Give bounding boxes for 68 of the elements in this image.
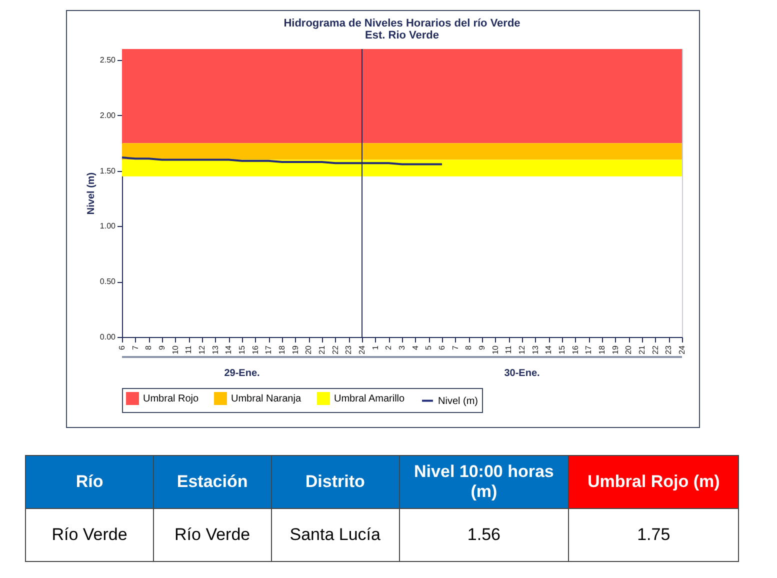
legend-label: Umbral Amarillo xyxy=(334,394,406,405)
x-tick-label: 20 xyxy=(624,344,634,354)
legend-label: Nivel (m) xyxy=(438,396,478,407)
x-tick-label: 24 xyxy=(358,344,366,354)
x-tick-label: 13 xyxy=(530,344,540,354)
x-tick-label: 22 xyxy=(650,344,660,354)
x-tick-label: 6 xyxy=(118,344,126,350)
text: Río Verde xyxy=(154,508,272,562)
x-tick-label: 8 xyxy=(144,344,154,350)
x-tick-label: 6 xyxy=(438,344,446,350)
x-tick-label: 8 xyxy=(464,344,474,350)
x-tick-label: 9 xyxy=(478,344,486,350)
y-tick-label: 0.00 xyxy=(100,332,116,342)
x-tick-label: 23 xyxy=(344,344,354,354)
text: 1.56 xyxy=(399,508,569,562)
x-tick-label: 10 xyxy=(170,344,180,354)
text: 29-Ene. xyxy=(224,368,260,379)
x-tick-label: 14 xyxy=(224,344,234,354)
y-tick-label: 1.00 xyxy=(100,222,116,231)
y-tick-label: 0.50 xyxy=(100,277,116,286)
x-tick-label: 9 xyxy=(158,344,166,350)
x-tick-label: 7 xyxy=(450,344,460,350)
x-tick-label: 18 xyxy=(278,344,286,354)
text: Estación xyxy=(154,456,272,508)
x-tick-label: 7 xyxy=(130,344,140,350)
x-tick-label: 4 xyxy=(410,344,420,350)
x-tick-label: 21 xyxy=(638,344,646,354)
x-tick-label: 10 xyxy=(490,344,500,354)
x-tick-label: 16 xyxy=(570,344,580,354)
x-tick-label: 12 xyxy=(518,344,526,354)
y-tick-label: 2.00 xyxy=(100,110,116,120)
x-tick-label: 19 xyxy=(610,344,620,354)
chart-subtitle: Est. Rio Verde xyxy=(365,30,439,42)
x-tick-label: 18 xyxy=(598,344,606,354)
x-tick-label: 17 xyxy=(584,344,594,354)
x-tick-label: 23 xyxy=(664,344,674,354)
x-tick-label: 3 xyxy=(398,344,406,350)
text: Distrito xyxy=(271,456,400,508)
text: Nivel 10:00 horas (m) xyxy=(399,456,569,508)
x-tick-label: 14 xyxy=(544,344,554,354)
legend-label: Umbral Naranja xyxy=(231,394,302,405)
text: Río Verde xyxy=(26,508,154,562)
x-tick-label: 15 xyxy=(238,344,246,354)
x-tick-label: 17 xyxy=(264,344,274,354)
x-tick-label: 21 xyxy=(318,344,326,354)
text: Río xyxy=(26,456,154,508)
y-tick-label: 1.50 xyxy=(100,166,116,176)
x-tick-label: 24 xyxy=(678,344,686,354)
x-tick-label: 1 xyxy=(370,344,380,350)
x-tick-label: 13 xyxy=(210,344,220,354)
x-tick-label: 11 xyxy=(184,344,194,354)
x-tick-label: 5 xyxy=(424,344,434,350)
x-tick-label: 12 xyxy=(198,344,206,354)
y-tick-label: 2.50 xyxy=(100,56,116,65)
x-tick-label: 16 xyxy=(250,344,260,354)
x-tick-label: 19 xyxy=(290,344,300,354)
text: 1.75 xyxy=(568,508,738,562)
x-tick-label: 20 xyxy=(304,344,314,354)
x-tick-label: 15 xyxy=(558,344,566,354)
y-axis-title: Nivel (m) xyxy=(86,172,97,215)
legend-label: Umbral Rojo xyxy=(143,394,200,405)
chart-title: Hidrograma de Niveles Horarios del río Verde xyxy=(284,18,520,30)
text: 30-Ene. xyxy=(504,368,540,379)
x-tick-label: 22 xyxy=(330,344,340,354)
text: Umbral Rojo (m) xyxy=(568,456,738,508)
text: Santa Lucía xyxy=(271,508,400,562)
x-tick-label: 11 xyxy=(504,344,514,354)
x-tick-label: 2 xyxy=(384,344,394,350)
